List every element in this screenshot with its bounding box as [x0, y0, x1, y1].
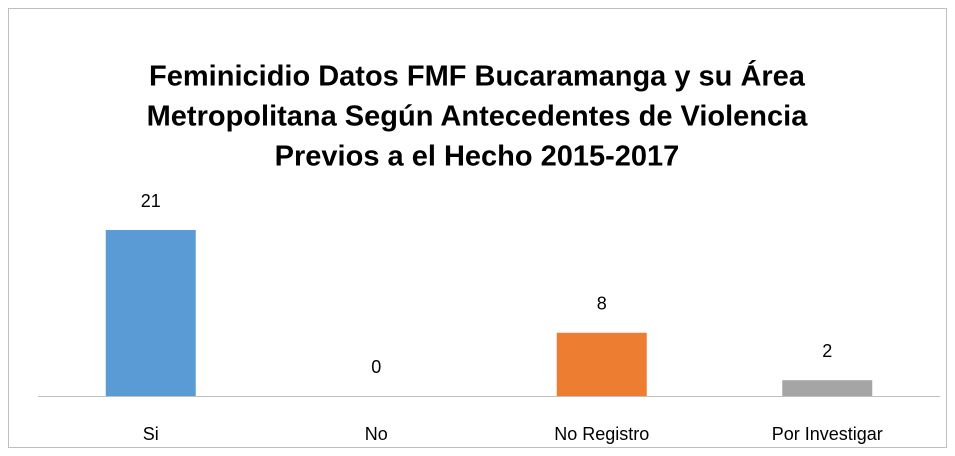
- x-tick-label: Si: [143, 424, 159, 444]
- bar: [556, 332, 647, 396]
- data-label: 8: [597, 294, 607, 314]
- chart-title: Metropolitana Según Antecedentes de Viol…: [147, 101, 809, 133]
- x-tick-label: Por Investigar: [772, 424, 883, 444]
- data-label: 0: [371, 357, 381, 377]
- bar: [105, 230, 196, 396]
- data-label: 2: [822, 341, 832, 361]
- chart-title: Previos a el Hecho 2015-2017: [275, 141, 680, 173]
- x-tick-label: No: [365, 424, 388, 444]
- bar: [782, 380, 873, 396]
- chart-title: Feminicidio Datos FMF Bucaramanga y su Á…: [149, 59, 806, 93]
- x-tick-label: No Registro: [554, 424, 649, 444]
- data-label: 21: [141, 191, 161, 211]
